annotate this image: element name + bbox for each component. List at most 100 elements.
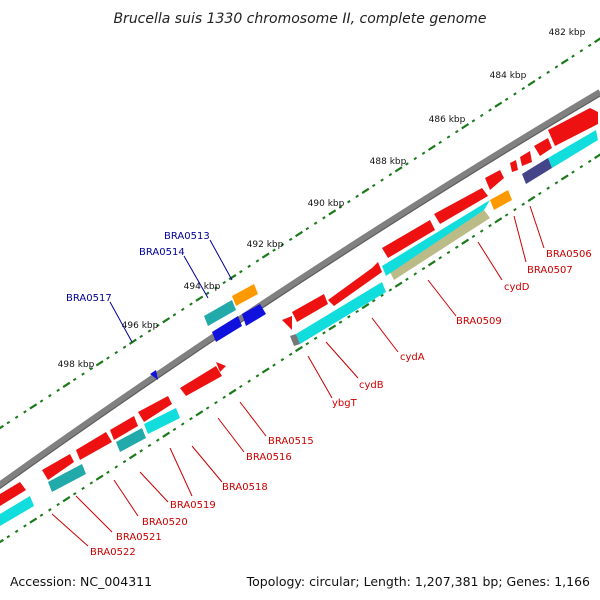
minor-tick xyxy=(6,534,11,539)
leader-line xyxy=(191,445,223,483)
minor-tick xyxy=(155,323,160,328)
major-tick xyxy=(128,453,137,460)
minor-tick xyxy=(272,248,276,252)
minor-tick xyxy=(23,410,27,414)
label-leaders-left xyxy=(109,239,233,343)
major-tick xyxy=(128,338,137,345)
minor-tick xyxy=(313,336,318,340)
major-tick xyxy=(0,424,4,430)
minor-tick xyxy=(222,280,227,285)
minor-tick xyxy=(255,374,260,378)
minor-tick xyxy=(438,256,443,260)
major-tick xyxy=(95,474,104,481)
minor-tick xyxy=(205,291,210,295)
minor-tick xyxy=(239,384,243,389)
cds-block xyxy=(296,282,386,344)
feature-track-2 xyxy=(0,130,598,526)
major-tick xyxy=(29,403,38,410)
kbp-label: 486 kbp xyxy=(429,115,466,125)
cds-arrow xyxy=(534,138,552,156)
minor-tick xyxy=(114,465,119,469)
cds-arrow xyxy=(42,454,74,480)
minor-tick xyxy=(288,237,293,242)
cds-arrow xyxy=(520,151,532,166)
cds-arrow xyxy=(548,108,598,146)
minor-tick xyxy=(371,183,376,188)
cds-arrow xyxy=(292,294,328,322)
minor-tick xyxy=(106,356,110,360)
minor-tick xyxy=(322,216,326,220)
minor-tick xyxy=(23,524,27,528)
cds-block xyxy=(48,464,86,492)
minor-tick xyxy=(6,420,11,425)
minor-tick xyxy=(413,156,418,161)
minor-tick xyxy=(521,86,526,91)
major-tick xyxy=(328,209,337,216)
cds-block xyxy=(548,130,598,168)
leader-line xyxy=(477,241,503,281)
leader-line xyxy=(139,471,169,503)
major-tick xyxy=(95,360,104,367)
minor-tick xyxy=(172,427,177,432)
minor-tick xyxy=(388,288,393,292)
minor-tick xyxy=(504,97,509,101)
minor-tick xyxy=(155,438,160,442)
gene-label: BRA0519 xyxy=(170,500,216,511)
minor-tick xyxy=(446,250,451,255)
major-tick xyxy=(261,367,270,374)
minor-tick xyxy=(39,399,44,403)
kbp-label: 482 kbp xyxy=(549,28,586,38)
minor-tick xyxy=(280,358,285,362)
minor-tick xyxy=(504,213,509,217)
gene-label: BRA0515 xyxy=(268,436,314,447)
minor-tick xyxy=(189,417,193,421)
minor-tick xyxy=(338,205,343,209)
kbp-label: 498 kbp xyxy=(58,360,95,370)
kbp-label: 496 kbp xyxy=(122,321,159,331)
major-tick xyxy=(594,153,600,160)
minor-tick xyxy=(347,200,351,204)
minor-tick xyxy=(205,406,210,410)
minor-tick xyxy=(454,245,459,249)
leader-line xyxy=(109,301,133,343)
genome-summary-text: Topology: circular; Length: 1,207,381 bp… xyxy=(246,574,590,589)
major-tick xyxy=(328,324,337,331)
kbp-label: 492 kbp xyxy=(247,240,284,250)
minor-tick xyxy=(122,459,127,464)
minor-tick xyxy=(106,470,110,474)
gene-label: BRA0514 xyxy=(139,247,185,258)
genome-backbone-shadow xyxy=(0,95,600,490)
minor-tick xyxy=(272,363,276,367)
cds-block xyxy=(522,158,552,184)
cds-block xyxy=(390,210,490,280)
minor-tick xyxy=(405,277,409,281)
gene-label: cydB xyxy=(359,380,384,391)
gene-labels: BRA0506 BRA0507 cydD BRA0509 cydA cydB y… xyxy=(66,231,592,558)
minor-tick xyxy=(214,400,218,405)
cds-arrow xyxy=(434,188,488,224)
accession-text: Accession: NC_004311 xyxy=(10,574,152,589)
minor-tick xyxy=(347,315,351,319)
minor-tick xyxy=(488,108,492,112)
minor-tick xyxy=(214,286,218,290)
major-tick xyxy=(228,273,237,281)
gene-label: BRA0516 xyxy=(246,452,292,463)
kbp-label: 484 kbp xyxy=(490,71,527,81)
leader-line xyxy=(183,255,209,299)
minor-tick xyxy=(554,65,559,69)
minor-tick xyxy=(380,293,384,298)
cds-arrow xyxy=(212,316,242,342)
leader-line xyxy=(217,417,245,453)
minor-tick xyxy=(521,202,526,206)
minor-tick xyxy=(189,302,193,306)
minor-tick xyxy=(579,165,584,169)
major-tick xyxy=(427,260,436,267)
cds-arrow xyxy=(0,482,26,506)
minor-tick xyxy=(280,243,285,247)
cds-arrow xyxy=(242,304,266,326)
major-tick xyxy=(228,388,237,396)
minor-tick xyxy=(305,226,310,231)
minor-tick xyxy=(546,70,550,74)
minor-tick xyxy=(39,513,44,517)
